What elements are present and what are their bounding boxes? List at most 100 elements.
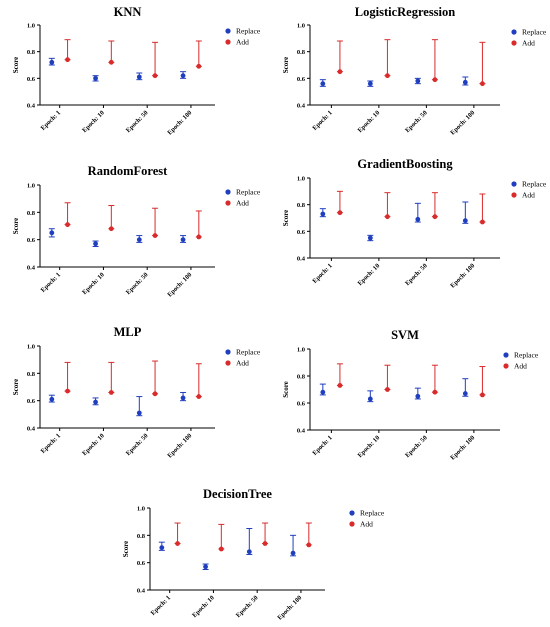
legend: Replace Add <box>503 351 539 371</box>
series-replace <box>48 228 187 247</box>
x-tick-label: Epoch: 10 <box>357 109 382 134</box>
y-tick-label: 0.4 <box>297 256 306 263</box>
x-tick-label: Epoch: 50 <box>125 109 150 134</box>
data-point <box>136 237 142 243</box>
x-tick-label: Epoch: 1 <box>311 434 333 456</box>
y-axis-label: Score <box>282 210 290 227</box>
y-tick-label: 0.8 <box>137 533 146 540</box>
chart-title: RandomForest <box>88 164 168 178</box>
y-axis-label: Score <box>12 57 20 74</box>
legend-replace-marker <box>225 28 231 34</box>
x-tick-label: Epoch: 1 <box>150 594 172 616</box>
x-tick-label: Epoch: 10 <box>357 262 382 287</box>
data-point <box>108 226 114 232</box>
y-tick-label: 0.4 <box>27 265 36 272</box>
data-point <box>152 391 158 397</box>
data-point <box>432 389 438 395</box>
data-point <box>262 541 268 546</box>
legend: Replace Add <box>511 180 547 200</box>
legend-add-marker <box>511 40 517 46</box>
data-point <box>480 81 485 87</box>
panel-svm: SVM 0.4 0.6 0.8 1.0 Score Epoch: 1 Epoch: 10 Epo… <box>282 328 539 462</box>
data-point <box>337 210 343 216</box>
data-point <box>320 211 326 217</box>
panel-knn: KNN 0.4 0.6 0.8 1.0 Score Epoch: 1 Epoch: 10 Epo… <box>12 5 261 137</box>
legend-replace-label: Replace <box>236 188 261 197</box>
data-point <box>385 73 390 79</box>
y-tick-label: 0.4 <box>297 428 306 435</box>
y-tick-label: 0.4 <box>27 103 36 110</box>
y-tick-label: 1.0 <box>27 183 35 190</box>
x-tick-label: Epoch: 50 <box>404 262 429 287</box>
x-tick-label: Epoch: 100 <box>449 109 476 136</box>
data-point <box>175 541 180 546</box>
data-point <box>480 392 485 398</box>
data-point <box>108 390 114 395</box>
legend-replace-label: Replace <box>236 348 261 357</box>
series-replace <box>158 528 297 570</box>
series-replace <box>319 378 469 403</box>
data-point <box>462 218 468 224</box>
x-tick-label: Epoch: 100 <box>449 434 476 461</box>
y-tick-label: 0.6 <box>27 76 36 83</box>
y-tick-label: 1.0 <box>27 23 35 30</box>
x-tick-label: Epoch: 50 <box>235 594 260 619</box>
y-tick-label: 1.0 <box>297 23 305 30</box>
legend: Replace Add <box>225 27 261 47</box>
legend-add-label: Add <box>522 191 535 200</box>
data-point <box>218 546 224 552</box>
panel-mlp: MLP 0.4 0.6 0.8 1.0 Score Epoch: 1 Epoch: 10 Epo… <box>12 325 261 460</box>
data-point <box>203 564 208 570</box>
data-point <box>290 550 296 556</box>
data-point <box>196 234 202 240</box>
y-axis-label: Score <box>122 541 130 558</box>
chart-title: GradientBoosting <box>357 157 453 171</box>
x-tick-label: Epoch: 100 <box>166 432 193 459</box>
x-tick-label: Epoch: 100 <box>166 109 193 136</box>
data-point <box>306 542 312 548</box>
legend-add-label: Add <box>522 39 535 48</box>
legend: Replace Add <box>225 348 261 368</box>
data-point <box>65 222 70 228</box>
y-tick-label: 0.4 <box>297 103 306 110</box>
y-tick-label: 0.4 <box>137 588 146 595</box>
y-tick-label: 0.8 <box>297 374 306 381</box>
x-tick-label: Epoch: 10 <box>357 434 382 459</box>
legend-add-label: Add <box>236 199 249 208</box>
data-point <box>196 394 202 399</box>
data-point <box>462 391 468 396</box>
x-tick-label: Epoch: 10 <box>81 109 106 134</box>
y-tick-label: 0.6 <box>297 401 306 408</box>
legend-add-marker <box>225 39 231 45</box>
data-point <box>93 241 98 247</box>
data-point <box>337 69 343 75</box>
x-tick-label: Epoch: 100 <box>449 262 476 289</box>
series-replace <box>48 57 187 82</box>
legend-replace-label: Replace <box>360 509 385 518</box>
y-tick-label: 0.6 <box>137 560 146 567</box>
data-point <box>415 78 421 84</box>
x-tick-label: Epoch: 100 <box>166 271 193 298</box>
panel-gradientboosting: GradientBoosting 0.4 0.6 0.8 1.0 Score Epoch: … <box>282 157 547 290</box>
y-tick-label: 1.0 <box>297 176 305 183</box>
y-tick-label: 1.0 <box>297 347 305 354</box>
series-replace <box>319 201 469 242</box>
series-add <box>64 39 202 79</box>
data-point <box>65 57 70 63</box>
chart-title: DecisionTree <box>203 487 272 501</box>
legend-add-marker <box>503 363 509 369</box>
data-point <box>49 230 55 236</box>
data-point <box>432 77 438 83</box>
data-point <box>246 549 252 555</box>
legend-replace-label: Replace <box>522 180 547 189</box>
data-point <box>180 237 186 243</box>
data-point <box>65 388 70 394</box>
x-tick-label: Epoch: 50 <box>125 432 150 457</box>
y-tick-label: 0.8 <box>27 371 36 378</box>
data-point <box>367 396 373 402</box>
legend-replace-marker <box>511 29 517 35</box>
chart-title: KNN <box>114 5 142 19</box>
y-tick-label: 0.6 <box>27 237 36 244</box>
data-point <box>337 383 343 388</box>
